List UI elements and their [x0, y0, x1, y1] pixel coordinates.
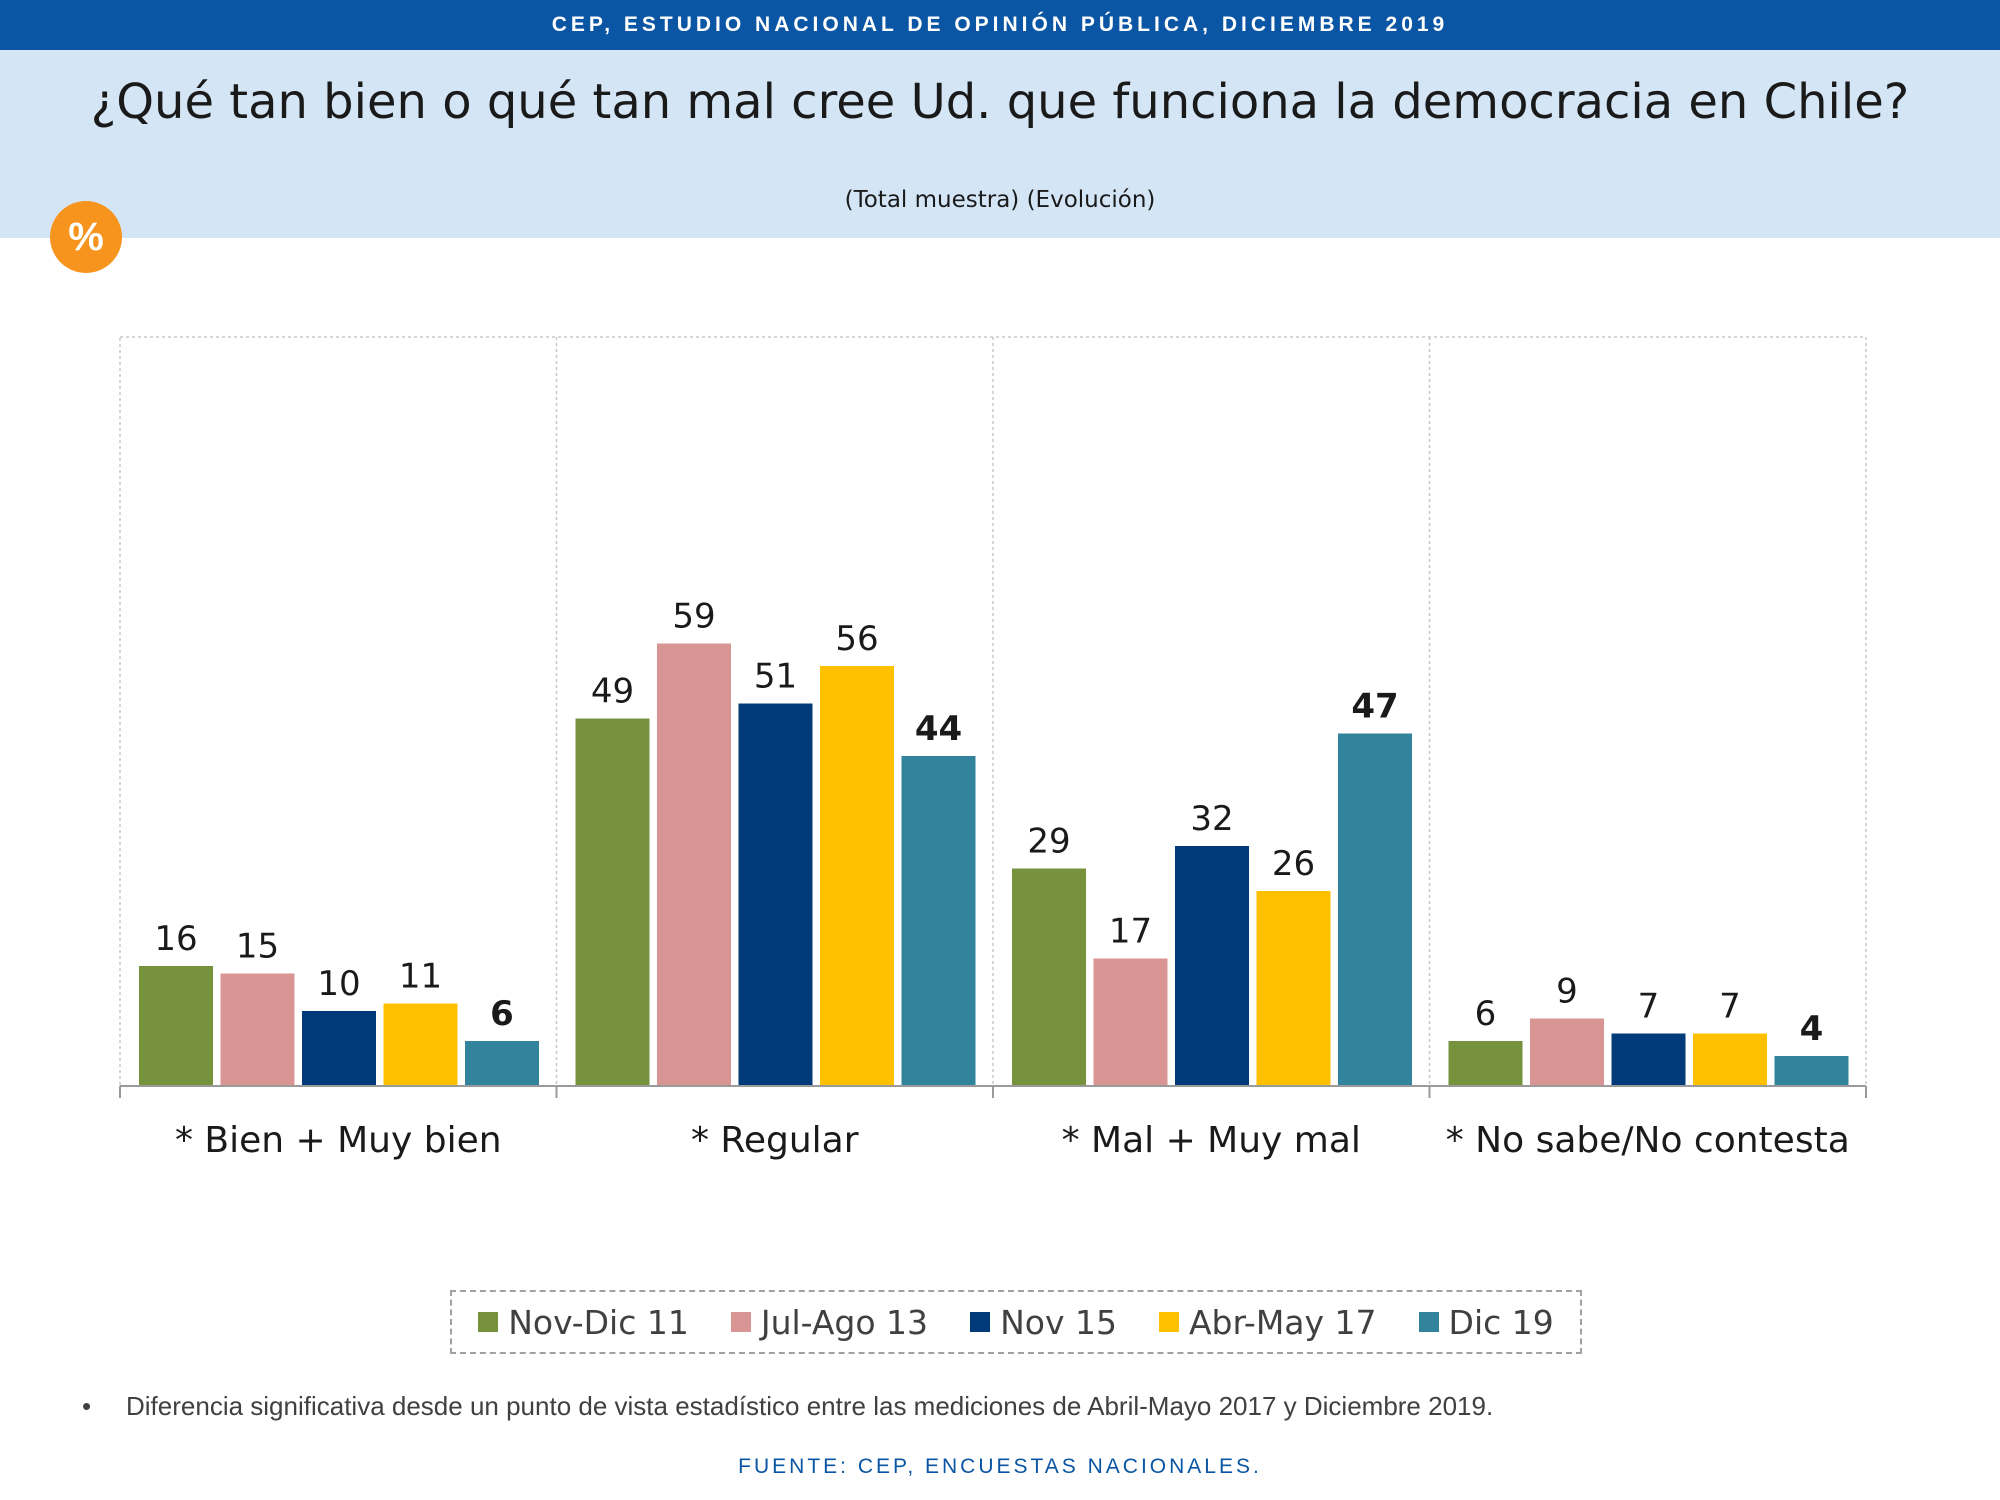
legend-swatch [730, 1312, 751, 1332]
bar [1175, 846, 1249, 1086]
data-label: 56 [835, 619, 878, 659]
data-label: 59 [672, 597, 715, 637]
legend-swatch [1418, 1312, 1439, 1332]
bar [139, 966, 213, 1086]
legend-item: Jul-Ago 13 [730, 1302, 929, 1342]
bar [820, 666, 894, 1086]
bar [1611, 1033, 1686, 1086]
legend-swatch [1158, 1312, 1179, 1332]
data-label: 11 [399, 957, 442, 997]
legend-swatch [478, 1312, 499, 1332]
legend-label: Jul-Ago 13 [760, 1302, 929, 1342]
data-label: 17 [1109, 912, 1152, 952]
data-label: 49 [591, 672, 634, 712]
bar [1093, 958, 1168, 1086]
bar [1256, 891, 1331, 1086]
legend-label: Abr-May 17 [1188, 1302, 1377, 1342]
legend-label: Dic 19 [1448, 1302, 1554, 1342]
legend-item: Dic 19 [1418, 1302, 1554, 1342]
data-label: 16 [154, 919, 197, 959]
data-label: 10 [317, 964, 360, 1004]
data-label: 15 [236, 927, 279, 967]
source-note: FUENTE: CEP, ENCUESTAS NACIONALES. [738, 1455, 1262, 1478]
bar [1693, 1033, 1767, 1086]
bar [302, 1011, 376, 1086]
bar [1448, 1041, 1523, 1086]
data-label: 29 [1027, 822, 1070, 862]
data-label: 7 [1638, 987, 1660, 1027]
data-label: 26 [1272, 844, 1315, 884]
bar [575, 718, 650, 1086]
data-label: 6 [490, 994, 514, 1034]
legend-item: Abr-May 17 [1158, 1302, 1377, 1342]
bar [901, 756, 976, 1086]
legend-label: Nov-Dic 11 [508, 1302, 689, 1342]
data-label: 44 [915, 709, 962, 749]
data-label: 6 [1475, 994, 1497, 1034]
legend-swatch [970, 1312, 991, 1332]
bar [657, 643, 731, 1086]
data-label: 9 [1556, 972, 1578, 1012]
data-label: 32 [1190, 799, 1233, 839]
chart-title: ¿Qué tan bien o qué tan mal cree Ud. que… [90, 74, 1910, 130]
data-label: 47 [1351, 687, 1398, 727]
data-label: 4 [1800, 1009, 1824, 1049]
bar [738, 703, 813, 1086]
legend-label: Nov 15 [1000, 1302, 1117, 1342]
bar [220, 973, 295, 1086]
category-label: * Bien + Muy bien [175, 1120, 502, 1161]
data-label: 51 [754, 657, 797, 697]
bar [383, 1003, 458, 1086]
category-label: * Regular [691, 1120, 859, 1161]
title-band [0, 50, 2000, 238]
bar [1012, 868, 1086, 1086]
percent-badge-icon: % [50, 201, 122, 273]
footnote-text: Diferencia significativa desde un punto … [126, 1391, 1494, 1421]
footnote-bullet: • [82, 1391, 92, 1421]
survey-header-band: CEP, ESTUDIO NACIONAL DE OPINIÓN PÚBLICA… [0, 0, 2000, 50]
bar [1774, 1056, 1849, 1086]
chart-legend: Nov-Dic 11 Jul-Ago 13 Nov 15 Abr-May 17 Dic … [450, 1290, 1582, 1354]
legend-item: Nov 15 [970, 1303, 1117, 1342]
bar [1338, 733, 1412, 1086]
category-label: * Mal + Muy mal [1062, 1120, 1361, 1161]
bar [465, 1041, 539, 1086]
category-label: * No sabe/No contesta [1446, 1120, 1850, 1161]
legend-item: Nov-Dic 11 [478, 1303, 689, 1342]
bar [1530, 1018, 1604, 1086]
data-label: 7 [1719, 987, 1741, 1027]
footnote: • Diferencia significativa desde un punto… [82, 1391, 1942, 1422]
chart-subtitle: (Total muestra) (Evolución) [844, 187, 1156, 213]
